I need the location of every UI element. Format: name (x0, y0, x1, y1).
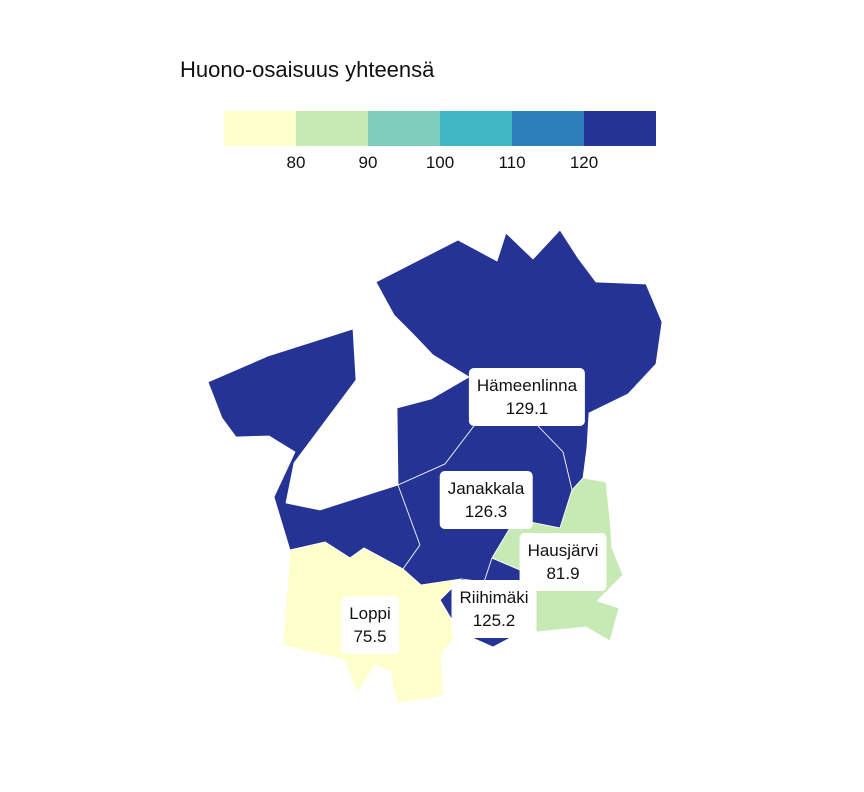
legend-tick-80: 80 (286, 153, 306, 172)
legend-swatch-80-90 (296, 111, 368, 146)
label-hausjarvi: Hausjärvi 81.9 (519, 533, 607, 591)
region-hameenlinna-west[interactable] (207, 328, 421, 570)
label-janakkala-value: 126.3 (464, 502, 508, 521)
label-hameenlinna: Hämeenlinna 129.1 (468, 368, 586, 426)
label-loppi: Loppi 75.5 (341, 596, 399, 654)
legend-swatch-above-120 (584, 111, 656, 146)
label-riihimaki-name: Riihimäki (459, 588, 529, 607)
label-hameenlinna-value: 129.1 (505, 399, 549, 418)
legend-color-scale (224, 111, 656, 146)
legend-swatch-110-120 (512, 111, 584, 146)
label-janakkala-name: Janakkala (447, 479, 525, 498)
legend-swatch-below-80 (224, 111, 296, 146)
legend-title: Huono-osaisuus yhteensä (180, 57, 435, 82)
legend-swatch-100-110 (440, 111, 512, 146)
label-hausjarvi-value: 81.9 (546, 564, 580, 583)
label-loppi-value: 75.5 (353, 627, 387, 646)
legend-tick-120: 120 (569, 153, 599, 172)
label-riihimaki: Riihimäki 125.2 (451, 580, 537, 638)
legend-tick-100: 100 (425, 153, 455, 172)
legend-tick-90: 90 (358, 153, 378, 172)
legend-swatch-90-100 (368, 111, 440, 146)
label-janakkala: Janakkala 126.3 (439, 471, 533, 529)
label-hameenlinna-name: Hämeenlinna (476, 376, 578, 395)
label-hausjarvi-name: Hausjärvi (527, 541, 599, 560)
legend-tick-110: 110 (498, 153, 526, 172)
legend-tick-labels: 80 90 100 110 120 (0, 152, 864, 176)
label-loppi-name: Loppi (349, 604, 391, 623)
label-riihimaki-value: 125.2 (472, 611, 516, 630)
region-hameenlinna[interactable] (375, 229, 663, 491)
